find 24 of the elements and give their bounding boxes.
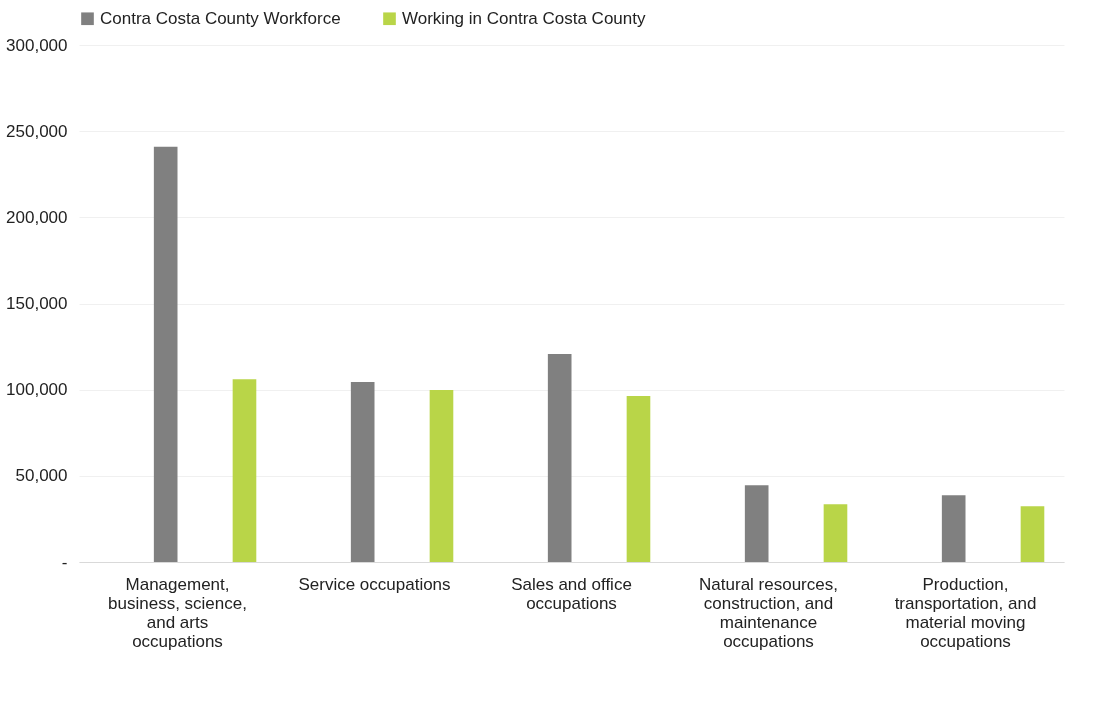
bar [823,504,848,562]
y-tick-label: 100,000 [6,380,68,400]
y-tick-label: - [61,552,68,572]
legend-label: Working in Contra Costa County [402,8,646,28]
bar [941,495,966,562]
x-tick-label: Sales and office occupations [511,574,632,613]
bar [429,390,454,562]
y-tick-label: 200,000 [6,207,68,227]
bar [547,353,572,562]
legend-label: Contra Costa County Workforce [100,8,341,28]
y-tick-label: 150,000 [6,294,68,313]
bar [350,381,375,562]
y-tick-label: 250,000 [6,121,68,141]
bar [232,379,257,562]
x-tick-label: Management, business, science, and arts occupations [108,574,247,651]
y-tick-label: 300,000 [6,35,68,55]
bar [153,146,178,562]
x-tick-label: Natural resources, construction, and maintenance occupations [699,574,838,651]
x-tick-label: Production, transportation, and material moving occupations [894,574,1037,651]
y-tick-label: 50,000 [15,466,68,486]
bar [626,396,651,562]
bar [1020,506,1045,562]
bar [744,485,769,562]
x-tick-label: Service occupations [298,574,451,594]
